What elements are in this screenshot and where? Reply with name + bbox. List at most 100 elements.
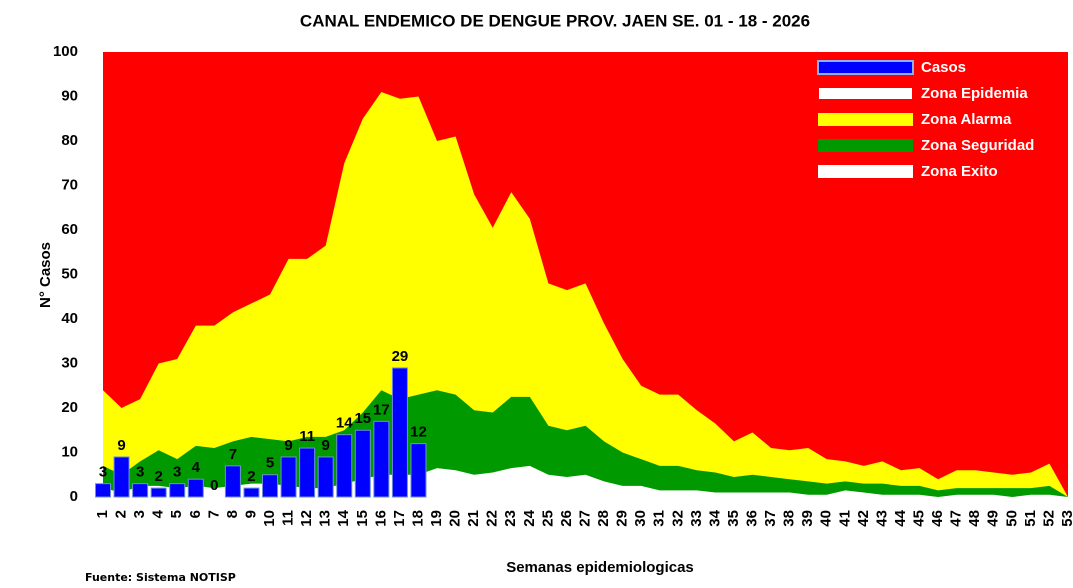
x-tick-label: 44 [892,509,909,526]
x-tick-label: 5 [168,510,185,518]
x-tick-label: 50 [1003,510,1020,527]
y-tick-label: 0 [70,488,78,505]
x-tick-label: 16 [372,510,389,527]
x-tick-label: 40 [818,510,835,527]
x-tick-label: 53 [1059,510,1073,527]
bar [113,456,130,498]
x-tick-label: 10 [261,510,278,527]
y-tick-label: 90 [61,87,78,104]
x-tick-label: 21 [465,510,482,527]
bar [280,456,297,498]
x-tick-label: 46 [929,510,946,527]
x-tick-label: 30 [632,510,649,527]
x-tick-label: 11 [280,510,297,526]
legend-swatch [817,86,914,101]
x-tick-label: 18 [409,510,426,527]
x-tick-label: 47 [948,510,965,527]
bar [95,483,111,498]
x-tick-label: 7 [205,510,222,518]
data-label: 15 [354,410,371,427]
legend-label: Casos [921,59,966,76]
bar [132,483,149,498]
x-tick-label: 52 [1040,510,1057,527]
x-tick-label: 23 [502,510,519,527]
x-tick-label: 33 [688,510,705,527]
bar [336,434,353,498]
x-tick-label: 8 [224,510,241,518]
bar [391,367,408,498]
y-axis-label: N° Casos [37,242,54,308]
x-tick-label: 43 [873,510,890,527]
x-tick-label: 48 [966,510,983,527]
x-tick-label: 4 [150,509,167,518]
data-label: 17 [373,401,390,418]
x-tick-label: 31 [651,510,668,527]
x-tick-label: 45 [911,510,928,527]
x-tick-label: 13 [317,510,334,527]
data-label: 4 [192,459,201,476]
legend-swatch [818,165,913,178]
data-label: 2 [155,468,163,485]
data-label: 5 [266,455,274,472]
x-tick-label: 24 [521,509,538,526]
legend-label: Zona Exito [921,163,998,180]
y-tick-label: 20 [61,399,78,416]
source-note: Fuente: Sistema NOTISP [85,571,236,584]
bar [317,456,334,498]
data-label: 9 [117,437,125,454]
x-tick-label: 1 [94,510,111,518]
data-label: 29 [392,348,409,365]
data-label: 3 [173,464,181,481]
bar [187,478,204,498]
data-label: 11 [299,428,315,445]
x-tick-label: 51 [1022,510,1039,527]
data-label: 3 [136,464,144,481]
y-tick-label: 50 [61,265,78,282]
x-tick-label: 26 [558,510,575,527]
bar [243,487,260,498]
data-label: 2 [247,468,255,485]
chart-title: CANAL ENDEMICO DE DENGUE PROV. JAEN SE. … [300,11,810,30]
x-tick-label: 38 [781,510,798,527]
x-tick-label: 39 [799,510,816,527]
data-label: 9 [284,437,292,454]
data-label: 7 [229,446,237,463]
x-tick-label: 35 [725,510,742,527]
bar [262,474,279,498]
bar [150,487,167,498]
x-tick-label: 22 [484,510,501,527]
zone-area [103,92,1068,498]
x-tick-label: 27 [576,510,593,527]
x-tick-label: 28 [595,510,612,527]
bar [169,483,186,498]
legend-label: Zona Alarma [921,111,1012,128]
x-tick-label: 20 [447,510,464,527]
y-tick-label: 100 [53,43,78,60]
y-tick-label: 30 [61,354,78,371]
bar [354,429,371,498]
x-tick-label: 19 [428,510,445,527]
legend-label: Zona Epidemia [921,85,1028,102]
x-tick-label: 2 [113,510,130,518]
x-tick-label: 6 [187,510,204,518]
y-tick-label: 70 [61,176,78,193]
y-tick-label: 40 [61,310,78,327]
x-axis-label: Semanas epidemiologicas [506,559,694,576]
bar [373,420,390,498]
y-tick-label: 10 [61,443,78,460]
legend-swatch [818,139,913,152]
x-tick-label: 15 [354,510,371,527]
x-tick-label: 32 [669,510,686,527]
data-label: 14 [336,415,353,432]
data-label: 12 [410,424,427,441]
data-label: 9 [322,437,330,454]
bar [299,447,316,498]
data-label: 0 [210,477,218,494]
x-tick-label: 29 [614,510,631,527]
x-tick-label: 49 [985,510,1002,527]
legend-label: Zona Seguridad [921,137,1034,154]
bar [224,465,241,498]
legend-swatch [817,60,914,75]
bar [410,443,427,498]
